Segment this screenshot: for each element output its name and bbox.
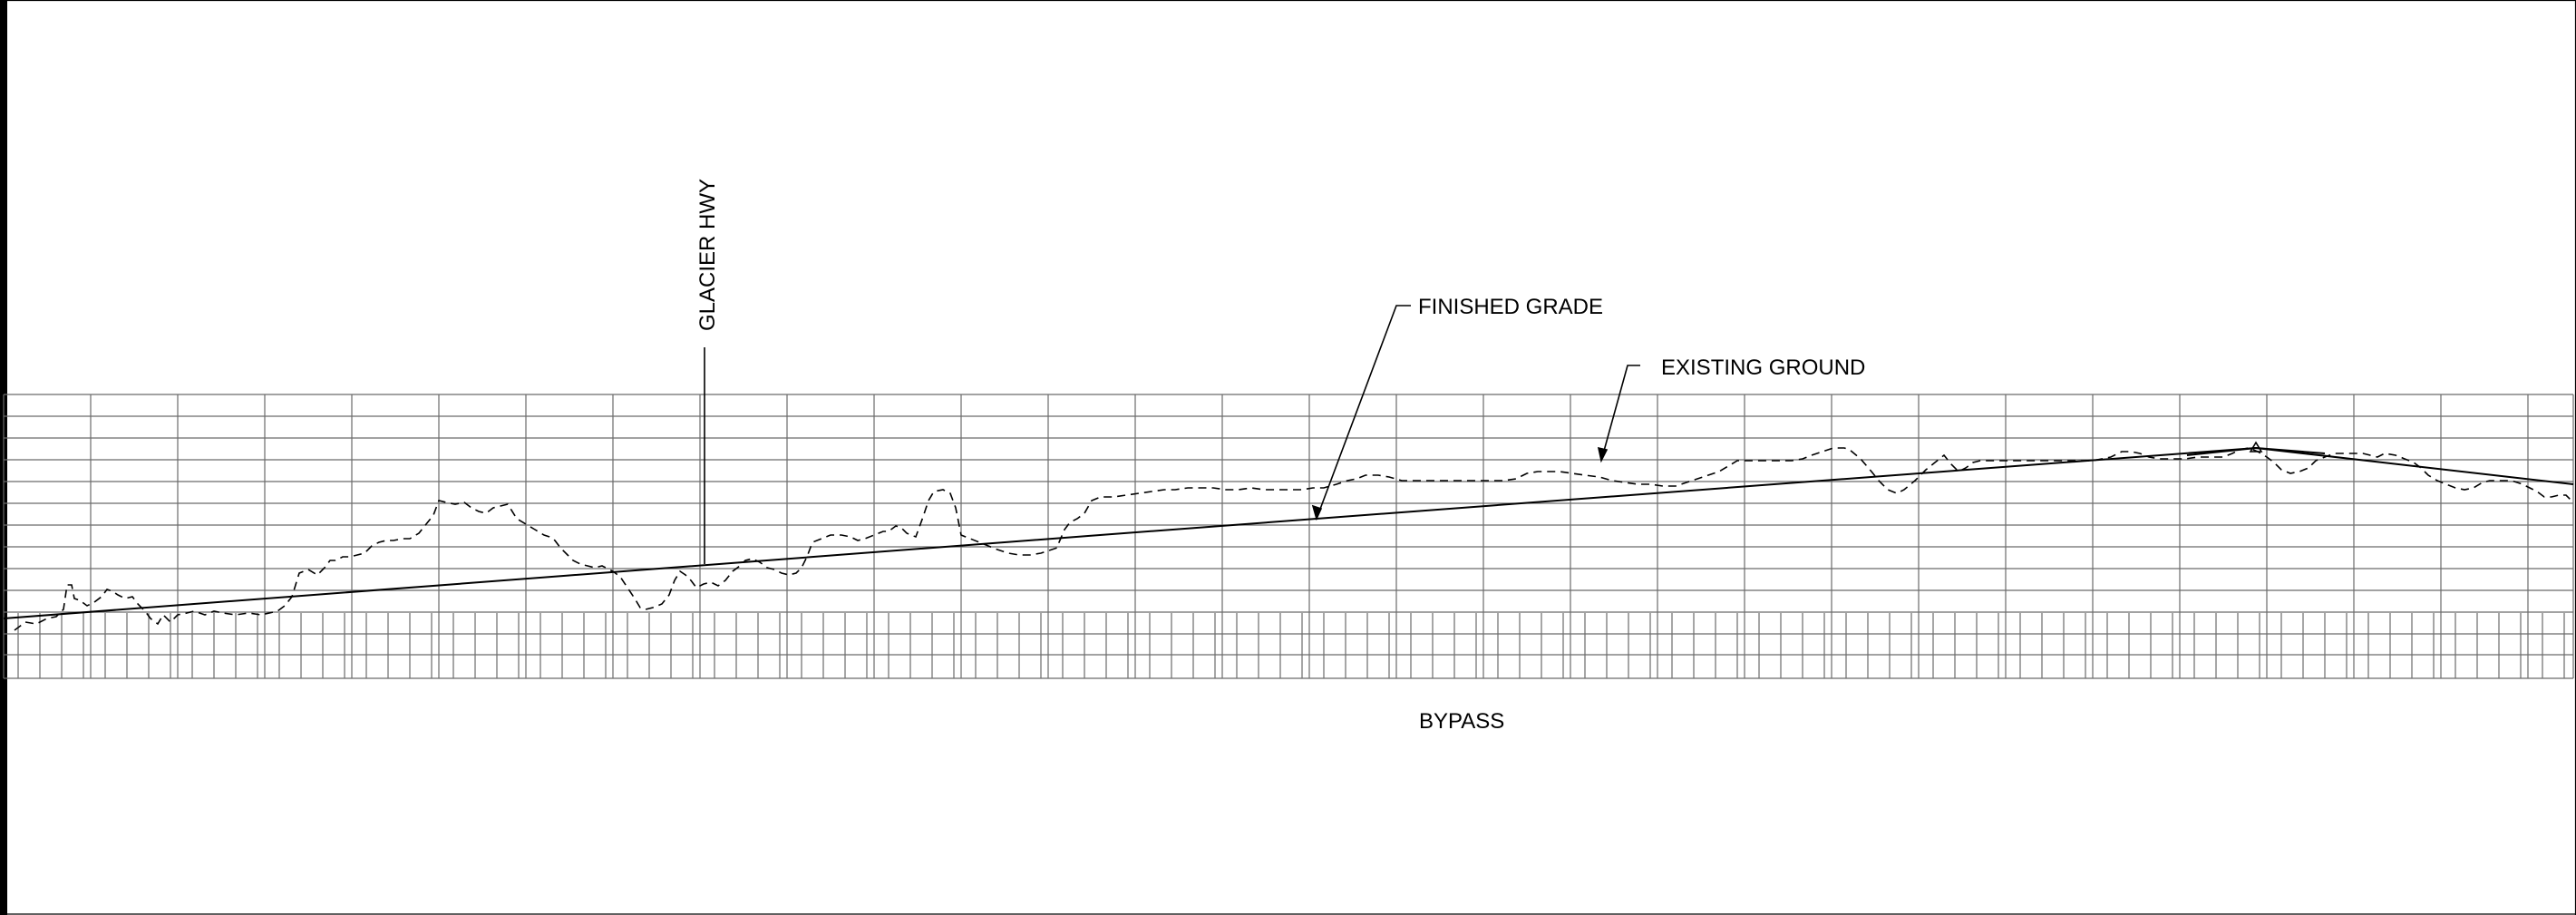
profile-grid-hatch [17, 613, 2565, 678]
existing-ground-label: EXISTING GROUND [1661, 355, 1865, 380]
profile-title: BYPASS [1419, 709, 1504, 734]
high-point-marker [2249, 441, 2263, 453]
finished-grade-leader [1311, 305, 1411, 521]
finished-grade-label: FINISHED GRADE [1418, 295, 1603, 319]
existing-ground-leader [1597, 365, 1640, 463]
finished-grade-line [3, 446, 2574, 619]
profile-grid [3, 394, 2574, 679]
glacier-hwy-label: GLACIER HWY [695, 179, 720, 331]
existing-ground-line [14, 447, 2572, 631]
